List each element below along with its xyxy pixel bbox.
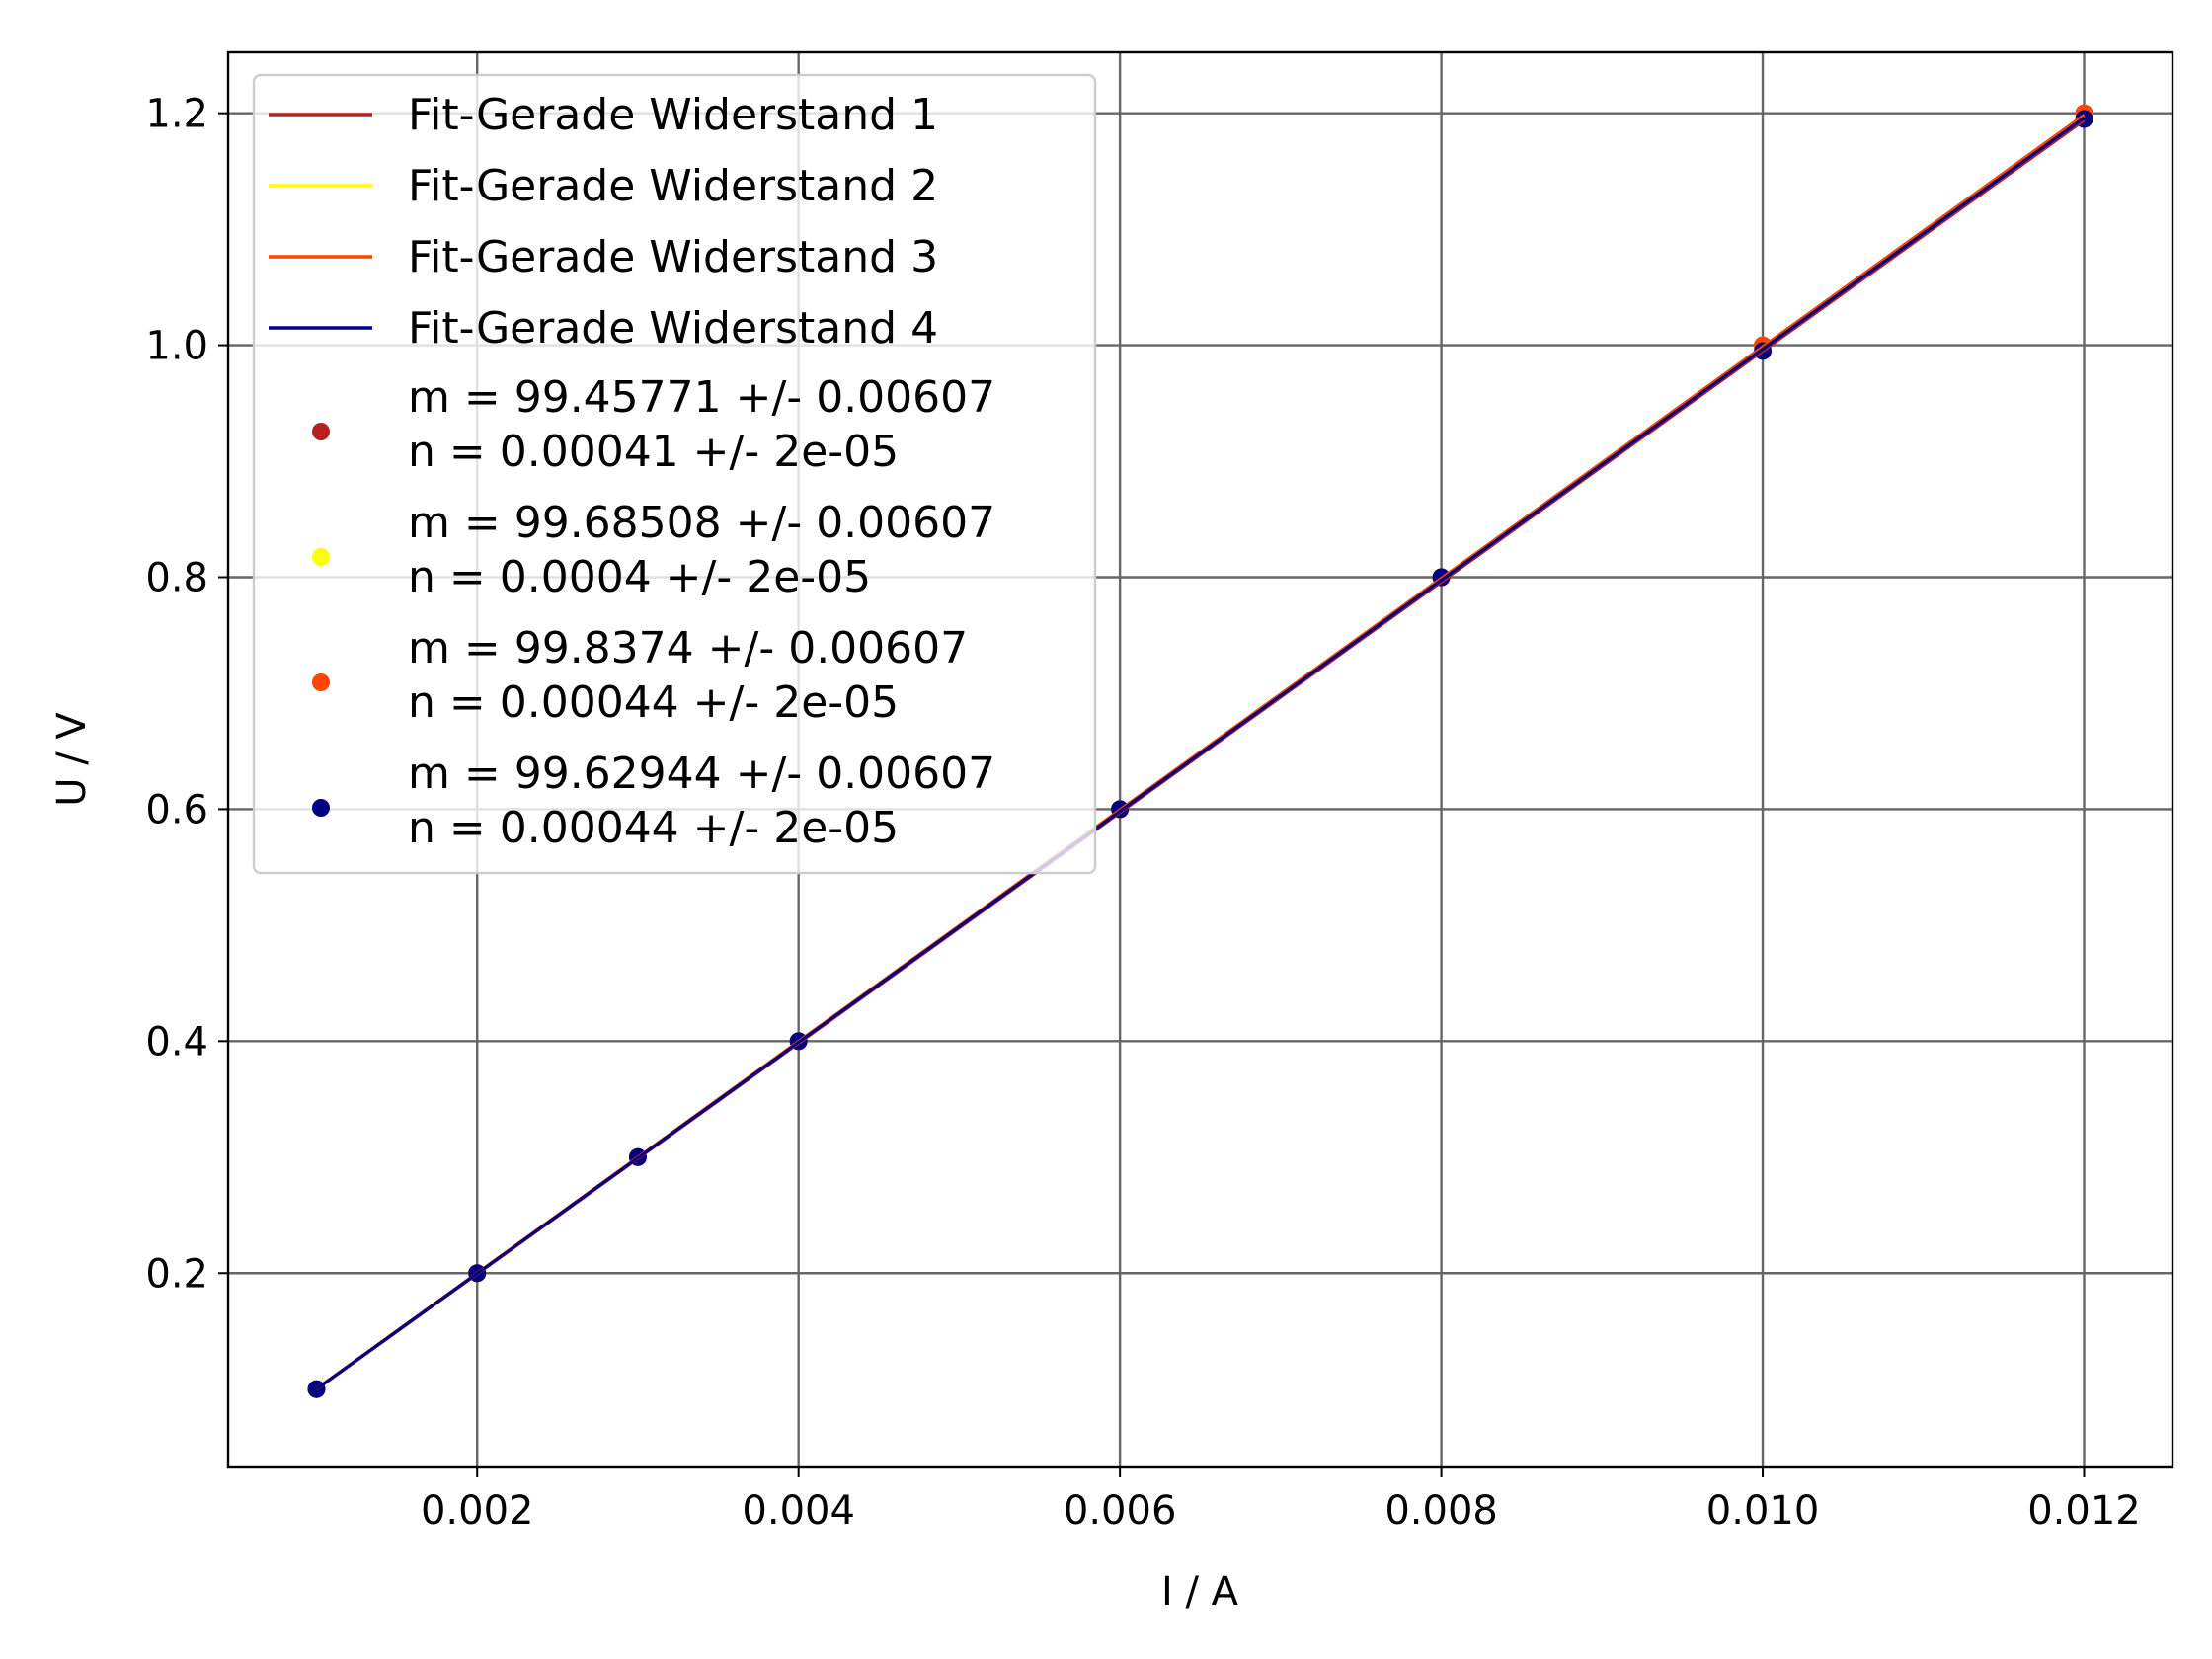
y-axis-label: U / V (49, 712, 95, 807)
legend-box (252, 73, 1097, 875)
legend-label: m = 99.8374 +/- 0.00607 n = 0.00044 +/- 2… (408, 623, 968, 728)
x-tick-label: 0.012 (2027, 1488, 2141, 1534)
x-tick-label: 0.004 (742, 1488, 855, 1534)
legend: Fit-Gerade Widerstand 1 Fit-Gerade Widers… (252, 73, 1097, 875)
legend-point-swatch (312, 799, 330, 817)
y-tick-label: 1.0 (145, 324, 208, 369)
legend-label: m = 99.62944 +/- 0.00607 n = 0.00044 +/- … (408, 749, 995, 853)
legend-point-swatch (312, 673, 330, 691)
y-tick-label: 0.8 (145, 556, 208, 601)
x-tick-label: 0.002 (421, 1488, 534, 1534)
x-axis-label: I / A (1161, 1569, 1239, 1615)
y-tick-label: 0.2 (145, 1251, 208, 1297)
plot-frame (226, 50, 2174, 1469)
y-tick-label: 0.4 (145, 1019, 208, 1065)
legend-label: m = 99.68508 +/- 0.00607 n = 0.0004 +/- 2… (408, 498, 995, 602)
plot-series (307, 104, 2094, 1398)
legend-point-swatch (312, 548, 330, 566)
axis-ticks: 0.002 0.004 0.006 0.008 0.010 0.012 0.2 0.4 0.6 0… (145, 92, 2140, 1534)
y-tick-label: 0.6 (145, 787, 208, 832)
x-tick-label: 0.010 (1706, 1488, 1820, 1534)
legend-label: Fit-Gerade Widerstand 4 (408, 303, 938, 354)
legend-label: m = 99.45771 +/- 0.00607 n = 0.00041 +/- … (408, 372, 995, 477)
fit-line (315, 117, 2086, 1390)
legend-point-swatch (312, 423, 330, 440)
legend-label: Fit-Gerade Widerstand 3 (408, 232, 938, 282)
x-tick-label: 0.008 (1384, 1488, 1498, 1534)
legend-label: Fit-Gerade Widerstand 2 (408, 161, 938, 211)
x-tick-label: 0.006 (1064, 1488, 1177, 1534)
legend-label: Fit-Gerade Widerstand 1 (408, 90, 938, 140)
y-tick-label: 1.2 (145, 92, 208, 137)
